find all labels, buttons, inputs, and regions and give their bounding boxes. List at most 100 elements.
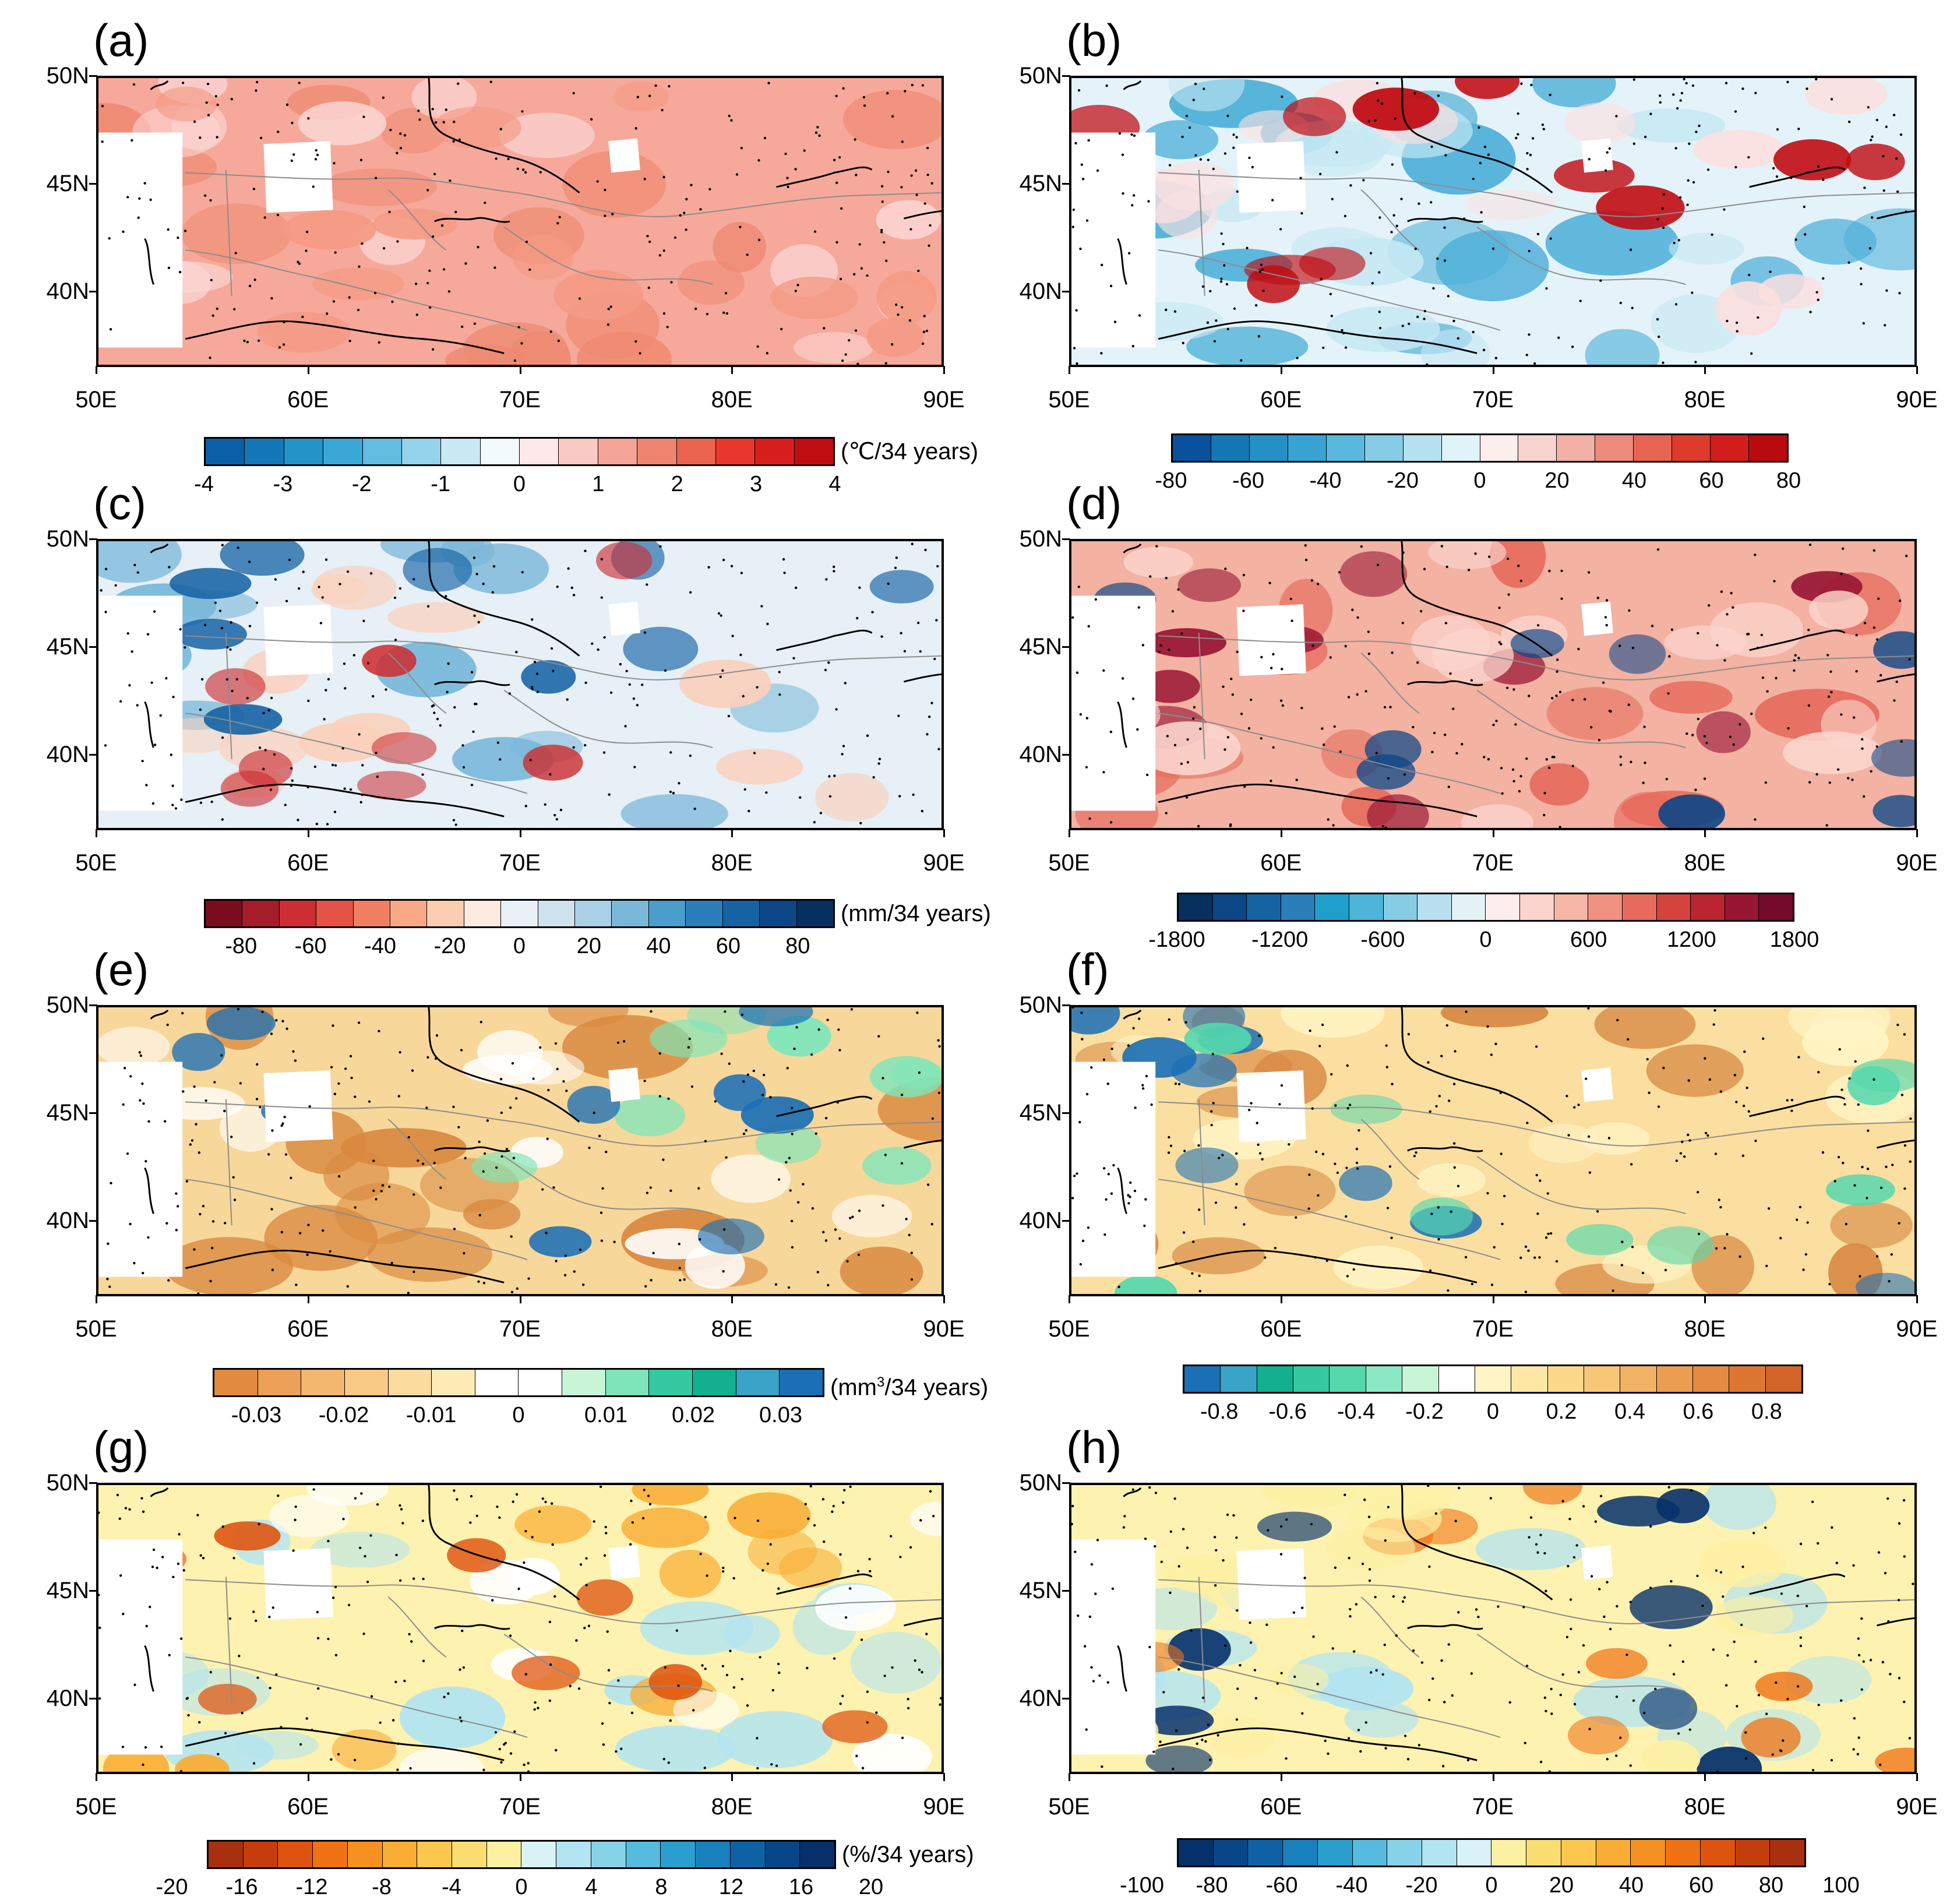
field-patch: [1262, 1485, 1359, 1508]
colorbar-swatch: [1387, 1840, 1423, 1866]
field-patch: [869, 1056, 941, 1098]
coastline: [185, 1250, 505, 1284]
map-frame: [1069, 539, 1917, 830]
colorbar-tick-label: -0.8: [1200, 1399, 1239, 1424]
lon-tick-mark: [307, 1773, 309, 1781]
colorbar-tick-label: 40: [1618, 1873, 1644, 1898]
colorbar-tick-label: 60: [1699, 468, 1724, 493]
colorbar-tick-label: -1200: [1251, 928, 1309, 952]
colorbar-swatch: [353, 901, 391, 926]
no-data-area: [608, 138, 640, 173]
country-border: [1198, 1577, 1205, 1703]
colorbar: [204, 899, 835, 928]
colorbar-swatch: [464, 901, 502, 926]
unit-main: (mm: [830, 1374, 877, 1401]
lon-tick-mark: [1280, 829, 1282, 837]
lon-tick-label: 80E: [1684, 1794, 1726, 1820]
colorbar-swatch: [1547, 1366, 1584, 1392]
significance-stippling: [100, 542, 940, 826]
coastline: [776, 1095, 873, 1117]
colorbar-swatch: [575, 901, 612, 926]
coastline: [144, 1167, 154, 1214]
colorbar-swatch: [637, 439, 677, 464]
lat-tick-mark: [1062, 1112, 1070, 1114]
colorbar-swatch: [1656, 894, 1691, 920]
colorbar-swatch: [591, 1842, 626, 1867]
field-patch: [1349, 1495, 1442, 1542]
colorbar-swatch: [278, 1842, 313, 1867]
field-patch: [648, 1664, 702, 1700]
lon-tick-mark: [96, 1773, 97, 1781]
field-patch: [756, 1124, 821, 1163]
field-patch: [514, 1505, 592, 1544]
colorbar-tick-label: 60: [1688, 1873, 1714, 1898]
colorbar-swatch: [475, 1370, 519, 1395]
no-data-area: [1581, 138, 1613, 173]
lat-tick-label: 50N: [1019, 63, 1062, 89]
field-patch: [1431, 628, 1514, 683]
field-patch: [1875, 1747, 1914, 1772]
lon-tick-mark: [1492, 366, 1494, 374]
colorbar: [213, 1368, 824, 1397]
colorbar-swatch: [1184, 1366, 1221, 1392]
lon-tick-mark: [1069, 829, 1070, 837]
colorbar-swatch: [736, 1370, 780, 1395]
field-patch: [1367, 794, 1429, 828]
colorbar-tick-label: -1: [431, 472, 451, 496]
colorbar-swatch: [417, 1842, 453, 1867]
field-patch: [175, 1754, 230, 1772]
lon-tick-label: 90E: [1896, 850, 1938, 876]
field-patch: [1788, 1007, 1891, 1045]
colorbar-tick-label: -60: [294, 934, 327, 958]
field-patch: [1715, 281, 1782, 336]
colorbar-swatch: [1213, 1840, 1249, 1866]
field-patch: [740, 1096, 814, 1134]
field-patch: [320, 168, 438, 206]
colorbar-tick-label: 3: [750, 472, 763, 496]
colorbar-swatch: [1317, 1840, 1353, 1866]
field-patch: [1532, 78, 1616, 108]
no-data-area: [98, 1062, 183, 1277]
colorbar-tick-label: -3: [273, 472, 293, 496]
colorbar-tick-label: -20: [433, 934, 466, 958]
lon-tick-label: 80E: [1684, 1316, 1726, 1342]
field-patch: [471, 1151, 538, 1183]
field-patch: [1567, 1716, 1630, 1755]
colorbar-tick-label: 0: [1473, 468, 1486, 493]
coastline: [776, 629, 873, 651]
field-patch: [512, 235, 574, 280]
lat-tick-mark: [89, 183, 97, 185]
panel-label: (b): [1066, 15, 1122, 66]
colorbar-tick-label: 20: [1545, 468, 1570, 493]
field-patch: [1804, 78, 1888, 115]
trend-field-map: [1071, 78, 1914, 365]
colorbar-swatch: [209, 1842, 244, 1867]
colorbar-tick-label: -100: [1119, 1873, 1165, 1898]
colorbar-swatch: [760, 901, 797, 926]
coastline: [1123, 80, 1142, 90]
colorbar-swatch: [661, 1842, 696, 1867]
lat-tick-label: 50N: [1019, 992, 1062, 1018]
colorbar-swatch: [501, 901, 538, 926]
lon-tick-mark: [96, 1295, 97, 1303]
colorbar-swatch: [1596, 1840, 1631, 1866]
lon-tick-mark: [1069, 1773, 1070, 1781]
lat-tick-mark: [89, 75, 97, 77]
field-patch: [1339, 1165, 1392, 1201]
lat-tick-label: 45N: [46, 634, 89, 660]
coastline: [428, 1485, 580, 1600]
field-patch: [432, 106, 521, 149]
lon-tick-label: 50E: [1048, 850, 1090, 876]
colorbar-unit: (℃/34 years): [841, 439, 979, 464]
lon-tick-mark: [96, 829, 97, 837]
lat-tick-mark: [1062, 646, 1070, 648]
field-patch: [862, 1147, 932, 1185]
field-patch: [403, 548, 472, 592]
field-patch: [98, 541, 182, 583]
lon-tick-mark: [307, 366, 309, 374]
field-patch: [713, 221, 767, 273]
field-patch: [1410, 1197, 1473, 1236]
coastline: [1876, 1139, 1914, 1149]
lat-tick-label: 50N: [46, 992, 89, 1018]
colorbar-swatch: [1749, 435, 1787, 461]
